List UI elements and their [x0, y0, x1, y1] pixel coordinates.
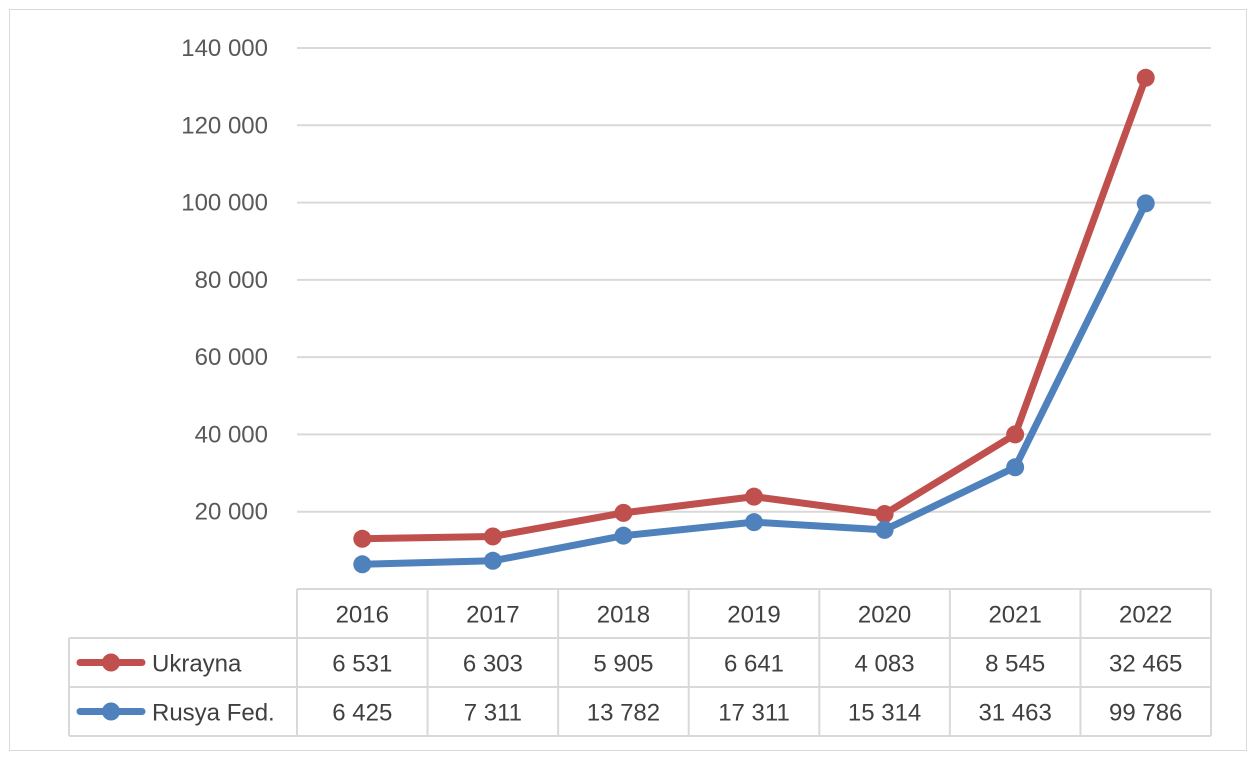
data-point — [483, 527, 502, 546]
y-tick-label: 140 000 — [181, 35, 268, 62]
legend-label: Ukrayna — [152, 651, 242, 678]
table-cell: 5 905 — [593, 651, 653, 678]
data-point — [875, 505, 894, 524]
legend-label: Rusya Fed. — [152, 700, 275, 727]
y-tick-label: 20 000 — [195, 499, 268, 526]
data-point — [483, 551, 502, 570]
y-tick-label: 40 000 — [195, 421, 268, 448]
x-tick-label: 2020 — [858, 602, 911, 629]
data-point — [614, 526, 633, 545]
data-point — [875, 520, 894, 539]
data-point — [614, 503, 633, 522]
chart-frame — [9, 9, 1247, 751]
table-cell: 7 311 — [464, 700, 522, 727]
y-tick-label: 80 000 — [195, 267, 268, 294]
data-point — [1136, 194, 1155, 213]
table-cell: 31 463 — [978, 700, 1051, 727]
table-cell: 6 303 — [463, 651, 523, 678]
table-cell: 4 083 — [855, 651, 915, 678]
data-point — [745, 487, 763, 506]
data-point — [1136, 68, 1155, 87]
table-cell: 6 425 — [332, 700, 392, 727]
series-line-0 — [358, 74, 1150, 543]
table-cell: 6 531 — [332, 651, 392, 678]
table-cell: 6 641 — [724, 651, 784, 678]
data-point — [353, 555, 372, 574]
legend-marker — [102, 653, 120, 672]
y-tick-label: 60 000 — [195, 344, 268, 371]
table-cell: 32 465 — [1109, 651, 1182, 678]
x-tick-label: 2022 — [1119, 602, 1172, 629]
x-tick-label: 2016 — [336, 602, 389, 629]
data-point — [745, 513, 763, 532]
x-tick-label: 2017 — [466, 602, 519, 629]
y-tick-label: 120 000 — [181, 112, 268, 139]
table-cell: 13 782 — [587, 700, 660, 727]
table-cell: 17 311 — [718, 700, 790, 727]
table-cell: 15 314 — [848, 700, 921, 727]
x-tick-label: 2021 — [988, 602, 1041, 629]
data-point — [1006, 458, 1025, 477]
x-tick-label: 2019 — [727, 602, 780, 629]
series-line-1 — [358, 199, 1150, 568]
x-tick-label: 2018 — [597, 602, 650, 629]
legend-marker — [102, 702, 120, 721]
table-cell: 99 786 — [1109, 700, 1182, 727]
data-point — [353, 529, 372, 548]
table-cell: 8 545 — [985, 651, 1045, 678]
data-point — [1006, 425, 1025, 444]
y-tick-label: 100 000 — [181, 190, 268, 217]
